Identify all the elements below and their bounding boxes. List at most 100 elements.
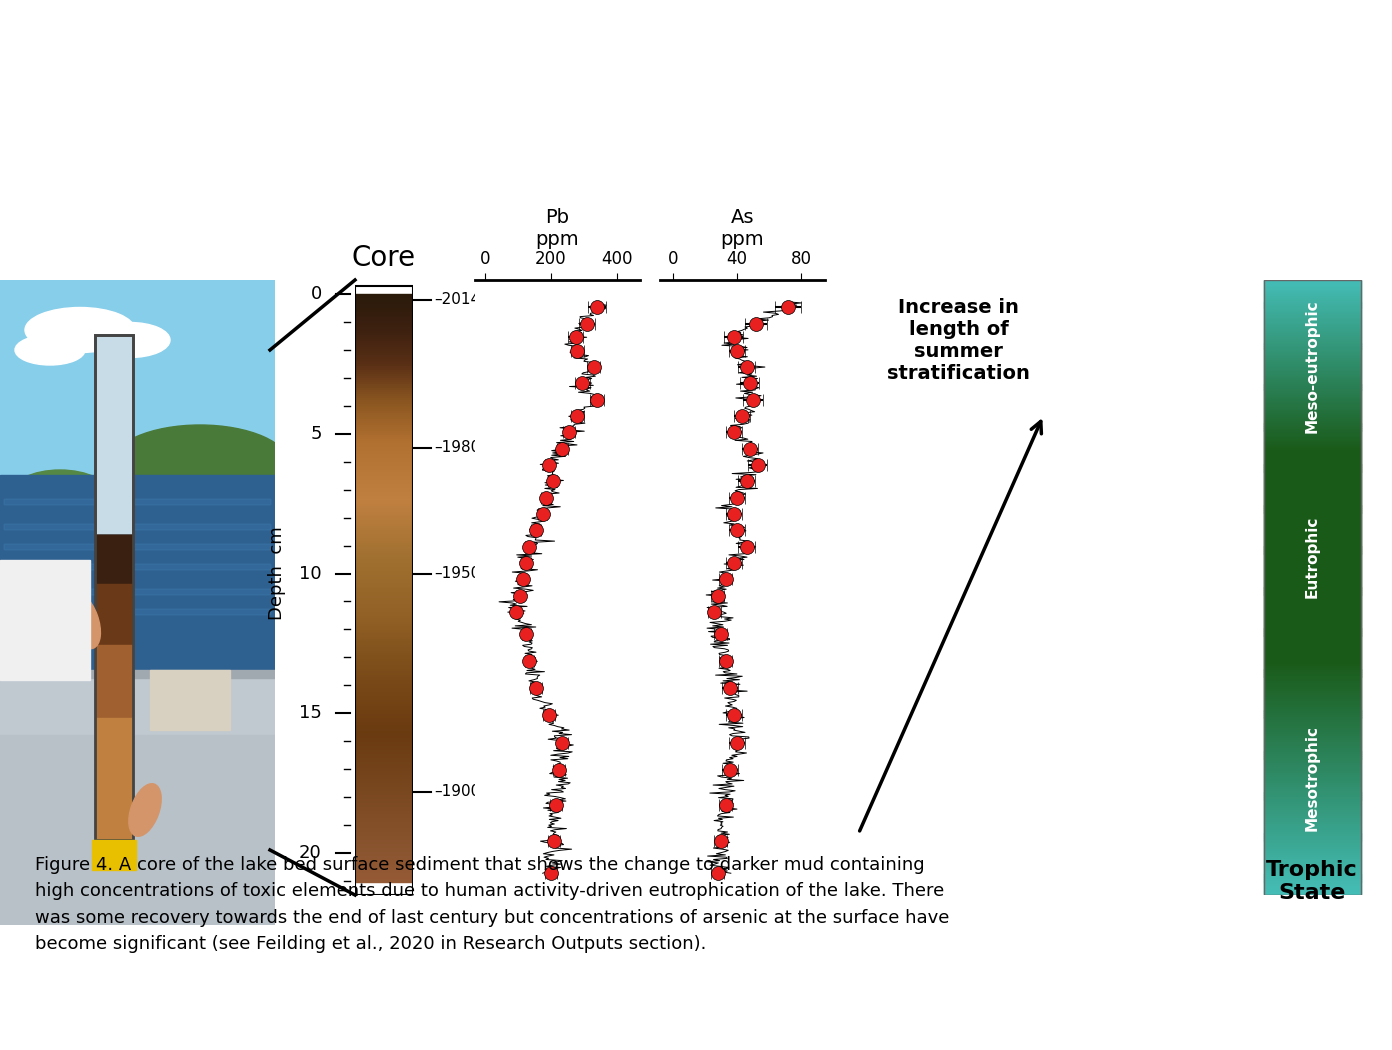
Bar [1264,363,1361,366]
Bar [355,834,413,838]
Bar [355,770,413,773]
Text: Meso-eutrophic: Meso-eutrophic [1306,299,1320,433]
Bar [1264,658,1361,662]
Bar [355,433,413,436]
Bar [1264,840,1361,844]
Bar [95,541,134,548]
Bar [355,387,413,392]
Bar [1264,449,1361,453]
Bar [1264,820,1361,823]
Text: Increase in
length of
summer
stratification: Increase in length of summer stratificat… [887,298,1030,383]
Bar [355,554,413,558]
Bar [1264,878,1361,881]
Bar [1264,523,1361,526]
Bar [95,706,134,713]
Bar [1264,579,1361,582]
FancyBboxPatch shape [4,589,271,595]
Bar [355,705,413,709]
Bar [1264,881,1361,885]
Bar [95,621,134,628]
Bar [1264,394,1361,397]
Bar [95,614,134,622]
Text: 15: 15 [299,705,322,722]
Bar [1264,303,1361,307]
Bar [1264,672,1361,675]
Bar [1264,663,1361,666]
Bar [1264,568,1361,571]
Bar [355,552,413,555]
Bar [95,638,134,646]
Bar [95,773,134,780]
Bar [355,346,413,350]
Bar [1264,635,1361,638]
Bar [355,602,413,605]
Bar [1264,560,1361,563]
Bar [1264,844,1361,847]
Bar [1264,730,1361,733]
Bar [355,317,413,321]
Bar [355,546,413,550]
Bar [355,623,413,626]
Bar [1264,512,1361,516]
Bar [355,643,413,646]
Bar [355,662,413,666]
Bar [1264,656,1361,659]
Bar [355,707,413,710]
Bar [1264,687,1361,690]
Bar [1264,467,1361,470]
Bar [355,724,413,728]
Bar [1264,287,1361,290]
Bar [95,664,134,670]
Bar [355,701,413,705]
Bar [355,503,413,507]
Bar [1264,377,1361,380]
Bar [355,353,413,356]
Bar [355,484,413,487]
Bar [355,763,413,766]
Bar [355,392,413,395]
Bar [355,507,413,510]
Bar [355,437,413,440]
Bar [1264,622,1361,625]
Bar [355,584,413,587]
Bar [1264,553,1361,556]
Bar [355,640,413,644]
Bar [355,668,413,671]
Bar [95,547,134,554]
Bar [1264,637,1361,640]
Bar [355,357,413,360]
Bar [1264,721,1361,724]
Bar [355,443,413,446]
Bar [355,791,413,795]
Bar [355,462,413,465]
Bar [1264,508,1361,511]
Bar [95,669,134,676]
Bar [355,376,413,379]
Bar [355,789,413,793]
Bar [1264,713,1361,717]
Bar [1264,590,1361,593]
Bar [355,675,413,679]
Bar [1264,711,1361,715]
Bar [1264,715,1361,718]
Bar [355,875,413,879]
Bar [0,475,276,675]
Ellipse shape [129,783,161,836]
Bar [355,801,413,804]
Bar [355,806,413,810]
Bar [355,597,413,601]
Bar [355,562,413,565]
Bar [355,711,413,714]
Bar [95,584,134,591]
Bar [355,529,413,532]
Bar [1264,850,1361,854]
Bar [355,509,413,512]
Bar [1264,353,1361,356]
Bar [1264,471,1361,475]
Bar [355,672,413,675]
Bar [355,343,413,346]
Bar [355,358,413,362]
Bar [355,858,413,861]
Bar [1264,338,1361,341]
Bar [355,333,413,336]
